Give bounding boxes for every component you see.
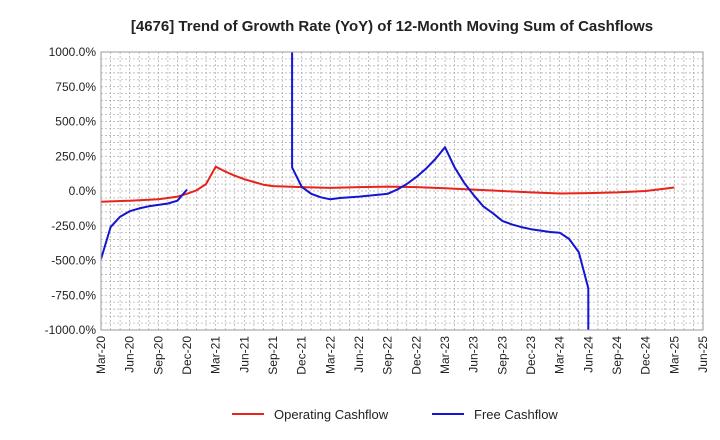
x-tick-label: Sep-20 (151, 336, 165, 375)
legend: Operating Cashflow Free Cashflow (232, 407, 558, 422)
chart-title: [4676] Trend of Growth Rate (YoY) of 12-… (131, 18, 653, 35)
x-tick-label: Mar-22 (323, 336, 337, 374)
x-tick-label: Jun-22 (352, 336, 366, 373)
x-tick-label: Mar-20 (94, 336, 108, 374)
x-tick-label: Sep-21 (266, 336, 280, 375)
x-tick-label: Jun-20 (123, 336, 137, 373)
x-axis-ticks: Mar-20 Jun-20 Sep-20 Dec-20 Mar-21 Jun-21 Sep-… (94, 336, 710, 375)
x-tick-label: Dec-21 (295, 336, 309, 375)
grid-lines (100, 51, 704, 331)
y-tick-label: -500.0% (51, 254, 96, 268)
series-line (101, 188, 188, 260)
x-tick-label: Dec-23 (524, 336, 538, 375)
x-tick-label: Jun-25 (696, 336, 710, 373)
y-tick-label: 500.0% (55, 115, 96, 129)
y-tick-label: -250.0% (51, 219, 96, 233)
plot-frame (100, 51, 704, 331)
x-tick-label: Dec-20 (180, 336, 194, 375)
y-tick-label: -1000.0% (45, 323, 97, 337)
y-tick-label: -750.0% (51, 288, 96, 302)
y-axis-ticks: -1000.0% -750.0% -500.0% -250.0% 0.0% 250.0% 5… (45, 45, 97, 337)
x-tick-label: Jun-21 (237, 336, 251, 373)
legend-label: Free Cashflow (474, 407, 558, 422)
x-tick-label: Jun-24 (581, 336, 595, 373)
y-tick-label: 250.0% (55, 149, 96, 163)
series-line (291, 52, 590, 330)
x-tick-label: Sep-24 (610, 336, 624, 375)
legend-label: Operating Cashflow (274, 407, 389, 422)
y-tick-label: 1000.0% (49, 45, 97, 59)
x-tick-label: Mar-24 (553, 336, 567, 374)
series-lines (101, 52, 675, 330)
x-tick-label: Jun-23 (467, 336, 481, 373)
x-tick-label: Mar-23 (438, 336, 452, 374)
x-tick-label: Mar-21 (209, 336, 223, 374)
y-tick-label: 750.0% (55, 80, 96, 94)
x-tick-label: Dec-22 (409, 336, 423, 375)
x-tick-label: Dec-24 (639, 336, 653, 375)
x-tick-label: Sep-23 (495, 336, 509, 375)
x-tick-label: Sep-22 (381, 336, 395, 375)
x-tick-label: Mar-25 (667, 336, 681, 374)
y-tick-label: 0.0% (69, 184, 97, 198)
